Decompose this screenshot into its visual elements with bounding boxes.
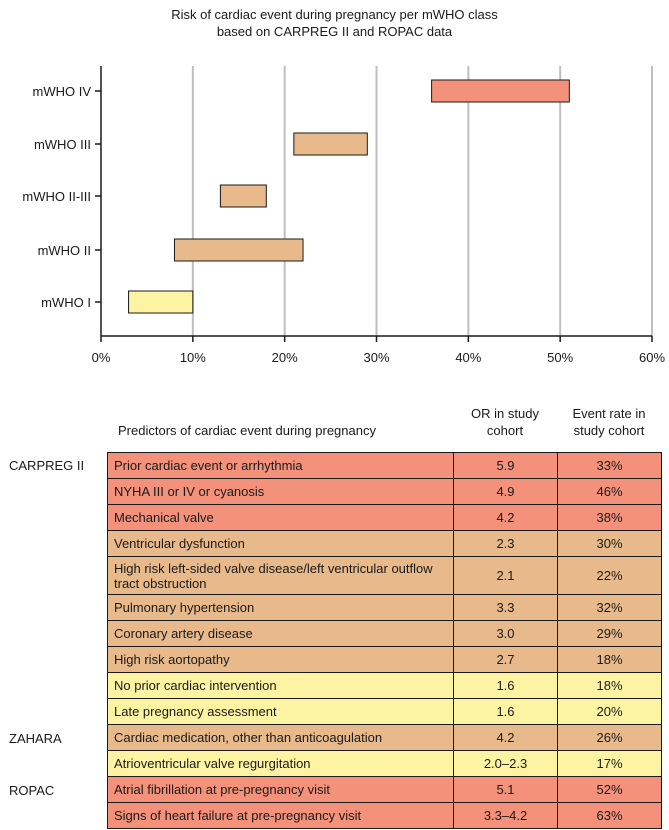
event-rate-cell: 30% bbox=[557, 530, 662, 557]
or-cell: 1.6 bbox=[453, 698, 558, 725]
chart-title-line-1: Risk of cardiac event during pregnancy p… bbox=[171, 7, 498, 22]
group-label-ropac: ROPAC bbox=[9, 783, 55, 798]
or-cell: 2.1 bbox=[453, 556, 558, 595]
x-tick-label: 20% bbox=[272, 350, 298, 365]
event-rate-cell: 38% bbox=[557, 504, 662, 531]
table-row: High risk left-sided valve disease/left … bbox=[107, 556, 662, 595]
x-tick-label: 40% bbox=[455, 350, 481, 365]
predictor-cell: Coronary artery disease bbox=[107, 620, 454, 647]
x-tick-label: 30% bbox=[363, 350, 389, 365]
table-row: Late pregnancy assessment 1.6 20% bbox=[107, 698, 662, 725]
predictor-cell: High risk left-sided valve disease/left … bbox=[107, 556, 454, 595]
predictor-cell: Mechanical valve bbox=[107, 504, 454, 531]
header-event-rate: Event rate in study cohort bbox=[572, 406, 646, 438]
y-tick-label: mWHO II bbox=[38, 243, 91, 258]
table-row: Atrioventricular valve regurgitation 2.0–… bbox=[107, 750, 662, 777]
event-rate-cell: 63% bbox=[557, 802, 662, 829]
group-label-carpreg: CARPREG II bbox=[9, 458, 85, 473]
event-rate-cell: 26% bbox=[557, 724, 662, 751]
predictor-cell: Atrial fibrillation at pre-pregnancy vis… bbox=[107, 776, 454, 803]
predictor-cell: High risk aortopathy bbox=[107, 646, 454, 673]
table-row: No prior cardiac intervention 1.6 18% bbox=[107, 672, 662, 699]
range-bar-chart: 0% 10% 20% 30% 40% 50% 60% mWHO I mWHO II mWHO II… bbox=[22, 66, 665, 365]
table-row: Prior cardiac event or arrhythmia 5.9 33% bbox=[107, 452, 662, 479]
or-cell: 3.3 bbox=[453, 594, 558, 621]
table-row: Signs of heart failure at pre-pregnancy … bbox=[107, 802, 662, 829]
or-cell: 4.9 bbox=[453, 478, 558, 505]
x-tick-label: 60% bbox=[639, 350, 665, 365]
predictor-cell: Signs of heart failure at pre-pregnancy … bbox=[107, 802, 454, 829]
or-cell: 2.3 bbox=[453, 530, 558, 557]
or-cell: 3.3–4.2 bbox=[453, 802, 558, 829]
event-rate-cell: 18% bbox=[557, 672, 662, 699]
table-row: High risk aortopathy 2.7 18% bbox=[107, 646, 662, 673]
header-predictors: Predictors of cardiac event during pregn… bbox=[118, 423, 376, 438]
chart-title: Risk of cardiac event during pregnancy p… bbox=[0, 6, 669, 40]
event-rate-cell: 32% bbox=[557, 594, 662, 621]
or-cell: 4.2 bbox=[453, 504, 558, 531]
chart-title-line-2: based on CARPREG II and ROPAC data bbox=[216, 24, 453, 39]
range-bar bbox=[173, 238, 304, 262]
table-row: NYHA III or IV or cyanosis 4.9 46% bbox=[107, 478, 662, 505]
event-rate-cell: 20% bbox=[557, 698, 662, 725]
x-tick-label: 0% bbox=[92, 350, 111, 365]
group-label-zahara: ZAHARA bbox=[9, 731, 62, 746]
range-bar bbox=[431, 79, 570, 103]
range-bar bbox=[128, 290, 194, 314]
header-or: OR in study cohort bbox=[471, 406, 539, 438]
y-tick-label: mWHO III bbox=[34, 137, 91, 152]
or-cell: 3.0 bbox=[453, 620, 558, 647]
or-cell: 5.9 bbox=[453, 452, 558, 479]
or-cell: 5.1 bbox=[453, 776, 558, 803]
or-cell: 2.0–2.3 bbox=[453, 750, 558, 777]
predictors-table: Prior cardiac event or arrhythmia 5.9 33% N… bbox=[107, 452, 662, 829]
table-row: Atrial fibrillation at pre-pregnancy vis… bbox=[107, 776, 662, 803]
table-row: Pulmonary hypertension 3.3 32% bbox=[107, 594, 662, 621]
predictor-cell: Prior cardiac event or arrhythmia bbox=[107, 452, 454, 479]
y-tick-label: mWHO I bbox=[41, 295, 91, 310]
x-tick-label: 10% bbox=[180, 350, 206, 365]
event-rate-cell: 17% bbox=[557, 750, 662, 777]
table-row: Mechanical valve 4.2 38% bbox=[107, 504, 662, 531]
range-bar bbox=[293, 132, 368, 156]
table-row: Ventricular dysfunction 2.3 30% bbox=[107, 530, 662, 557]
y-tick-label: mWHO II-III bbox=[22, 189, 91, 204]
event-rate-cell: 52% bbox=[557, 776, 662, 803]
event-rate-cell: 18% bbox=[557, 646, 662, 673]
or-cell: 4.2 bbox=[453, 724, 558, 751]
predictor-cell: Pulmonary hypertension bbox=[107, 594, 454, 621]
or-cell: 2.7 bbox=[453, 646, 558, 673]
predictor-cell: Ventricular dysfunction bbox=[107, 530, 454, 557]
event-rate-cell: 29% bbox=[557, 620, 662, 647]
predictor-cell: Late pregnancy assessment bbox=[107, 698, 454, 725]
predictor-cell: Atrioventricular valve regurgitation bbox=[107, 750, 454, 777]
event-rate-cell: 46% bbox=[557, 478, 662, 505]
table-row: Cardiac medication, other than anticoagu… bbox=[107, 724, 662, 751]
or-cell: 1.6 bbox=[453, 672, 558, 699]
predictor-cell: Cardiac medication, other than anticoagu… bbox=[107, 724, 454, 751]
predictor-cell: No prior cardiac intervention bbox=[107, 672, 454, 699]
x-tick-label: 50% bbox=[547, 350, 573, 365]
event-rate-cell: 33% bbox=[557, 452, 662, 479]
range-bar bbox=[219, 184, 267, 208]
event-rate-cell: 22% bbox=[557, 556, 662, 595]
predictor-cell: NYHA III or IV or cyanosis bbox=[107, 478, 454, 505]
table-row: Coronary artery disease 3.0 29% bbox=[107, 620, 662, 647]
y-tick-label: mWHO IV bbox=[33, 84, 92, 99]
